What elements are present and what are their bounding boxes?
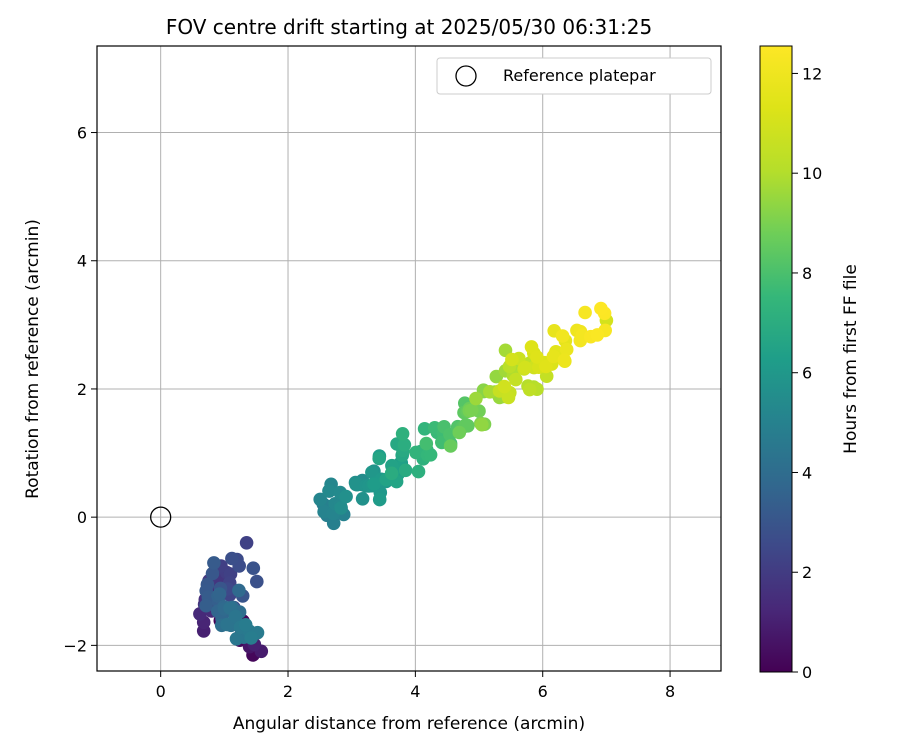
colorbar-tick-label: 10 bbox=[802, 164, 822, 183]
y-axis-ticks: −2 0 2 4 6 bbox=[63, 124, 97, 655]
data-point bbox=[355, 492, 370, 506]
data-point bbox=[232, 583, 246, 598]
data-point bbox=[395, 427, 410, 441]
data-point bbox=[313, 492, 328, 507]
data-point bbox=[411, 464, 426, 479]
reference-marker-layer bbox=[150, 506, 172, 528]
data-point bbox=[518, 360, 532, 375]
data-point bbox=[225, 551, 239, 566]
data-point bbox=[322, 484, 336, 498]
legend-box bbox=[436, 57, 712, 95]
data-point bbox=[546, 349, 561, 364]
colorbar-label: Hours from first FF file bbox=[841, 264, 861, 454]
x-tick-label: 8 bbox=[665, 682, 675, 701]
data-point bbox=[229, 632, 244, 646]
data-point bbox=[205, 566, 220, 581]
data-point bbox=[397, 438, 412, 452]
data-point bbox=[555, 329, 570, 343]
data-point bbox=[220, 617, 234, 632]
data-point bbox=[367, 477, 381, 491]
colorbar-tick-label: 12 bbox=[802, 64, 822, 83]
y-tick-label: 0 bbox=[77, 508, 87, 527]
data-point bbox=[249, 574, 264, 589]
data-point bbox=[334, 501, 348, 515]
data-point bbox=[238, 618, 253, 632]
colorbar-tick-label: 6 bbox=[802, 364, 812, 383]
data-point bbox=[212, 587, 227, 601]
data-point bbox=[501, 390, 516, 405]
data-point bbox=[524, 340, 539, 354]
data-point bbox=[530, 350, 544, 364]
data-point bbox=[409, 445, 423, 460]
grid bbox=[97, 46, 721, 671]
x-tick-label: 2 bbox=[283, 682, 293, 701]
data-point bbox=[497, 379, 512, 394]
data-point bbox=[246, 561, 261, 575]
data-point bbox=[419, 436, 434, 451]
colorbar-gradient bbox=[759, 45, 793, 673]
data-point bbox=[423, 448, 438, 462]
data-point bbox=[578, 305, 592, 320]
legend: Reference platepar bbox=[436, 57, 712, 95]
data-point bbox=[326, 516, 341, 531]
data-point bbox=[398, 463, 413, 478]
data-point bbox=[509, 372, 523, 387]
data-point bbox=[384, 466, 399, 481]
colorbar-ticks: 0 2 4 6 8 10 12 bbox=[792, 64, 822, 682]
data-point bbox=[539, 369, 554, 384]
colorbar-tick-label: 2 bbox=[802, 563, 812, 582]
plot-frame bbox=[96, 45, 722, 672]
data-point bbox=[339, 489, 353, 504]
data-point bbox=[199, 598, 213, 613]
y-tick-label: −2 bbox=[63, 636, 87, 655]
data-points bbox=[193, 301, 614, 662]
data-point bbox=[443, 439, 458, 453]
x-tick-label: 0 bbox=[156, 682, 166, 701]
y-tick-label: 4 bbox=[77, 252, 87, 271]
data-point bbox=[228, 609, 243, 624]
data-point bbox=[372, 492, 387, 507]
legend-entry-label: Reference platepar bbox=[503, 66, 656, 85]
data-point bbox=[464, 403, 479, 418]
data-point bbox=[590, 328, 605, 342]
data-point bbox=[522, 382, 537, 397]
x-axis-ticks: 0 2 4 6 8 bbox=[156, 671, 675, 701]
chart-title: FOV centre drift starting at 2025/05/30 … bbox=[166, 15, 652, 39]
reference-platepar-marker bbox=[150, 506, 172, 528]
data-point bbox=[239, 536, 254, 550]
colorbar: 0 2 4 6 8 10 12 Hours from first FF file bbox=[759, 45, 861, 682]
data-point bbox=[469, 391, 483, 406]
data-point bbox=[372, 451, 387, 466]
x-tick-label: 6 bbox=[538, 682, 548, 701]
data-point bbox=[452, 425, 467, 440]
y-axis-label: Rotation from reference (arcmin) bbox=[23, 219, 43, 499]
legend-marker-icon bbox=[455, 65, 477, 87]
data-point bbox=[559, 342, 574, 357]
data-point bbox=[483, 385, 497, 399]
x-tick-label: 4 bbox=[410, 682, 420, 701]
y-tick-label: 6 bbox=[77, 124, 87, 143]
colorbar-tick-label: 4 bbox=[802, 463, 812, 482]
data-point bbox=[417, 422, 432, 436]
y-tick-label: 2 bbox=[77, 380, 87, 399]
colorbar-tick-label: 0 bbox=[802, 663, 812, 682]
colorbar-tick-label: 8 bbox=[802, 264, 812, 283]
x-axis-label: Angular distance from reference (arcmin) bbox=[233, 714, 585, 734]
data-point bbox=[539, 359, 553, 374]
data-point bbox=[475, 417, 489, 432]
data-point bbox=[244, 631, 258, 645]
data-point bbox=[557, 353, 572, 368]
data-point bbox=[207, 556, 221, 570]
data-point bbox=[594, 301, 608, 316]
data-point bbox=[365, 465, 379, 480]
data-point bbox=[505, 352, 519, 367]
